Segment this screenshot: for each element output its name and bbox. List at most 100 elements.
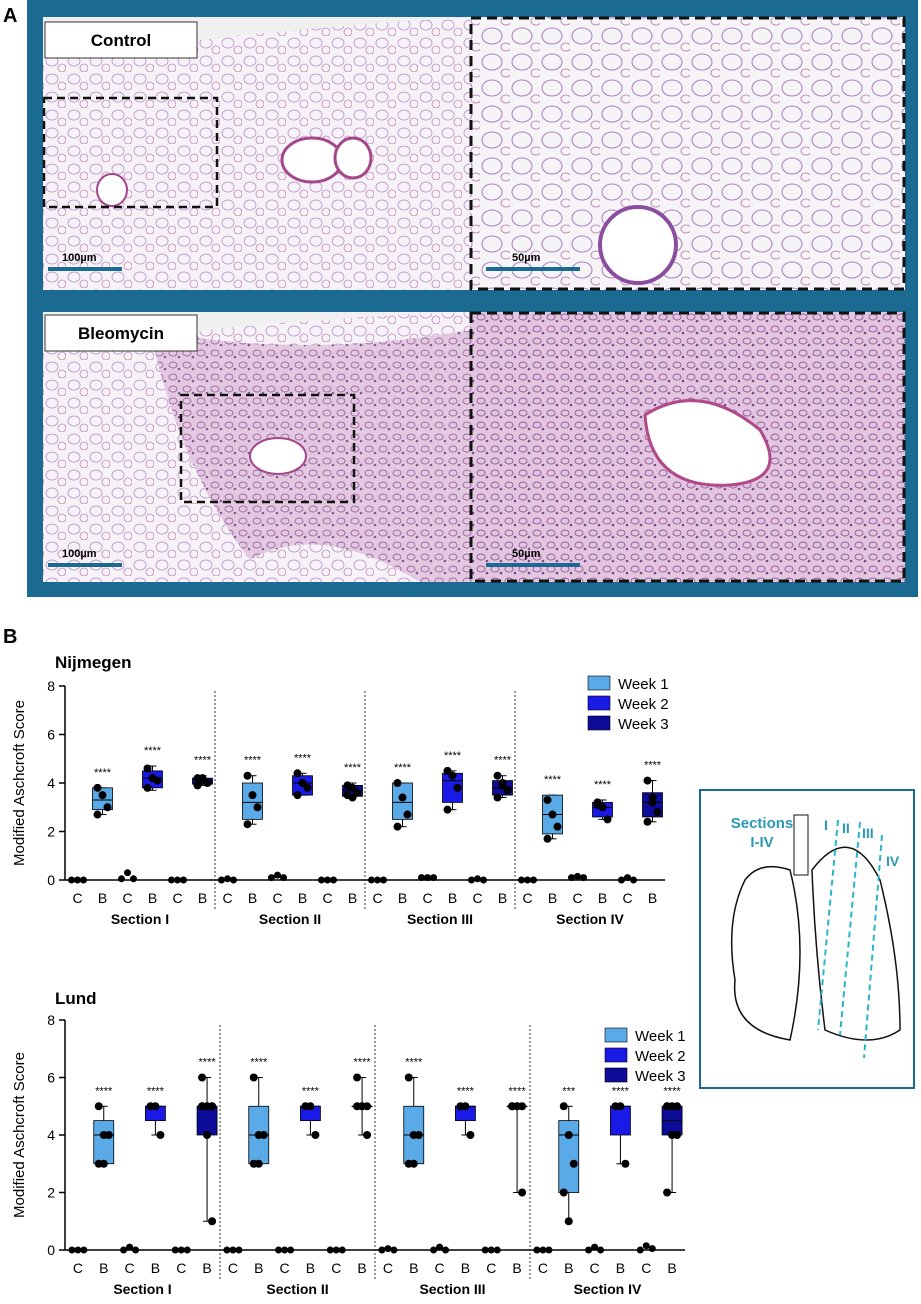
data-point	[68, 1246, 76, 1254]
data-point	[442, 1246, 450, 1254]
data-point	[384, 1245, 392, 1253]
data-point	[481, 1246, 489, 1254]
data-point	[223, 1246, 231, 1254]
data-point	[229, 1246, 237, 1254]
x-tick-label: B	[202, 1260, 211, 1276]
y-tick-label: 8	[47, 1012, 55, 1028]
significance: ****	[444, 750, 462, 762]
zoom-frame	[469, 311, 906, 583]
section-line	[863, 834, 883, 1059]
data-point	[564, 1217, 573, 1226]
data-point	[648, 798, 657, 807]
x-tick-label: C	[72, 890, 82, 906]
data-point	[673, 1102, 682, 1111]
section-label: Section III	[407, 911, 473, 927]
airway	[280, 136, 344, 184]
data-point	[183, 1246, 191, 1254]
x-tick-label: C	[538, 1260, 548, 1276]
legend-swatch	[604, 1067, 628, 1083]
data-point	[564, 1131, 573, 1139]
data-point	[398, 793, 407, 802]
section-label: Section III	[419, 1281, 485, 1297]
legend-label: Week 1	[618, 676, 669, 693]
data-point	[518, 1188, 527, 1197]
data-point	[503, 786, 512, 795]
data-point	[253, 803, 262, 812]
data-point	[93, 810, 102, 819]
x-tick-label: C	[280, 1260, 290, 1276]
significance: ****	[144, 745, 162, 757]
data-point	[474, 875, 481, 883]
data-point	[353, 1073, 362, 1082]
significance: ****	[302, 1085, 320, 1097]
data-point	[653, 808, 662, 817]
scale-bar	[48, 563, 122, 567]
significance: ****	[95, 1085, 113, 1097]
significance: ****	[544, 774, 562, 786]
data-point	[378, 1246, 386, 1254]
scale-bar	[48, 267, 122, 271]
data-point	[468, 876, 475, 884]
section-label: Section II	[266, 1281, 328, 1297]
data-point	[648, 1245, 656, 1253]
significance: ****	[612, 1085, 630, 1097]
data-point	[518, 876, 525, 884]
chart-title: Nijmegen	[55, 653, 132, 672]
data-point	[203, 779, 212, 787]
significance: ****	[494, 755, 512, 767]
data-point	[198, 774, 207, 783]
data-point	[545, 1246, 553, 1254]
chart-title: Lund	[55, 989, 97, 1008]
panel-label: B	[3, 626, 17, 648]
data-point	[530, 876, 537, 884]
data-point	[324, 876, 331, 884]
data-point	[332, 1246, 340, 1254]
x-tick-label: C	[222, 890, 232, 906]
x-tick-label: B	[98, 890, 107, 906]
x-tick-label: C	[522, 890, 532, 906]
y-tick-label: 2	[47, 1185, 55, 1201]
x-tick-label: B	[248, 890, 257, 906]
lung-left	[730, 865, 801, 1041]
section-label: II	[842, 820, 850, 836]
data-point	[630, 876, 637, 884]
data-point	[585, 1246, 593, 1254]
data-point	[642, 1242, 650, 1250]
data-point	[171, 1246, 179, 1254]
data-point	[543, 795, 552, 804]
airway	[249, 437, 307, 475]
data-point	[643, 817, 652, 826]
data-point	[230, 876, 237, 884]
x-tick-label: B	[667, 1260, 676, 1276]
data-point	[643, 776, 652, 785]
significance: ****	[194, 755, 212, 767]
significance: ****	[509, 1085, 527, 1097]
section-line	[817, 819, 839, 1031]
legend-label: Week 1	[635, 1028, 686, 1045]
section-label: Section I	[111, 911, 169, 927]
data-point	[218, 876, 225, 884]
significance: ****	[405, 1057, 423, 1069]
scale-label: 50µm	[512, 252, 541, 264]
data-point	[126, 1243, 134, 1251]
data-point	[380, 876, 387, 884]
significance: ****	[354, 1057, 372, 1069]
data-point	[553, 822, 562, 831]
data-point	[224, 875, 231, 883]
x-tick-label: B	[409, 1260, 418, 1276]
legend-swatch	[587, 695, 611, 711]
data-point	[663, 1102, 672, 1111]
data-point	[94, 1102, 103, 1111]
data-point	[624, 874, 631, 882]
significance: ****	[250, 1057, 268, 1069]
data-point	[358, 1102, 367, 1111]
data-point	[403, 810, 412, 819]
data-point	[348, 793, 357, 802]
x-tick-label: B	[598, 890, 607, 906]
data-point	[443, 766, 452, 775]
y-axis-label: Modified Aschcroft Score	[11, 700, 28, 866]
data-point	[243, 771, 252, 780]
x-tick-label: B	[461, 1260, 470, 1276]
section-label: Section IV	[556, 911, 624, 927]
data-point	[393, 822, 402, 831]
